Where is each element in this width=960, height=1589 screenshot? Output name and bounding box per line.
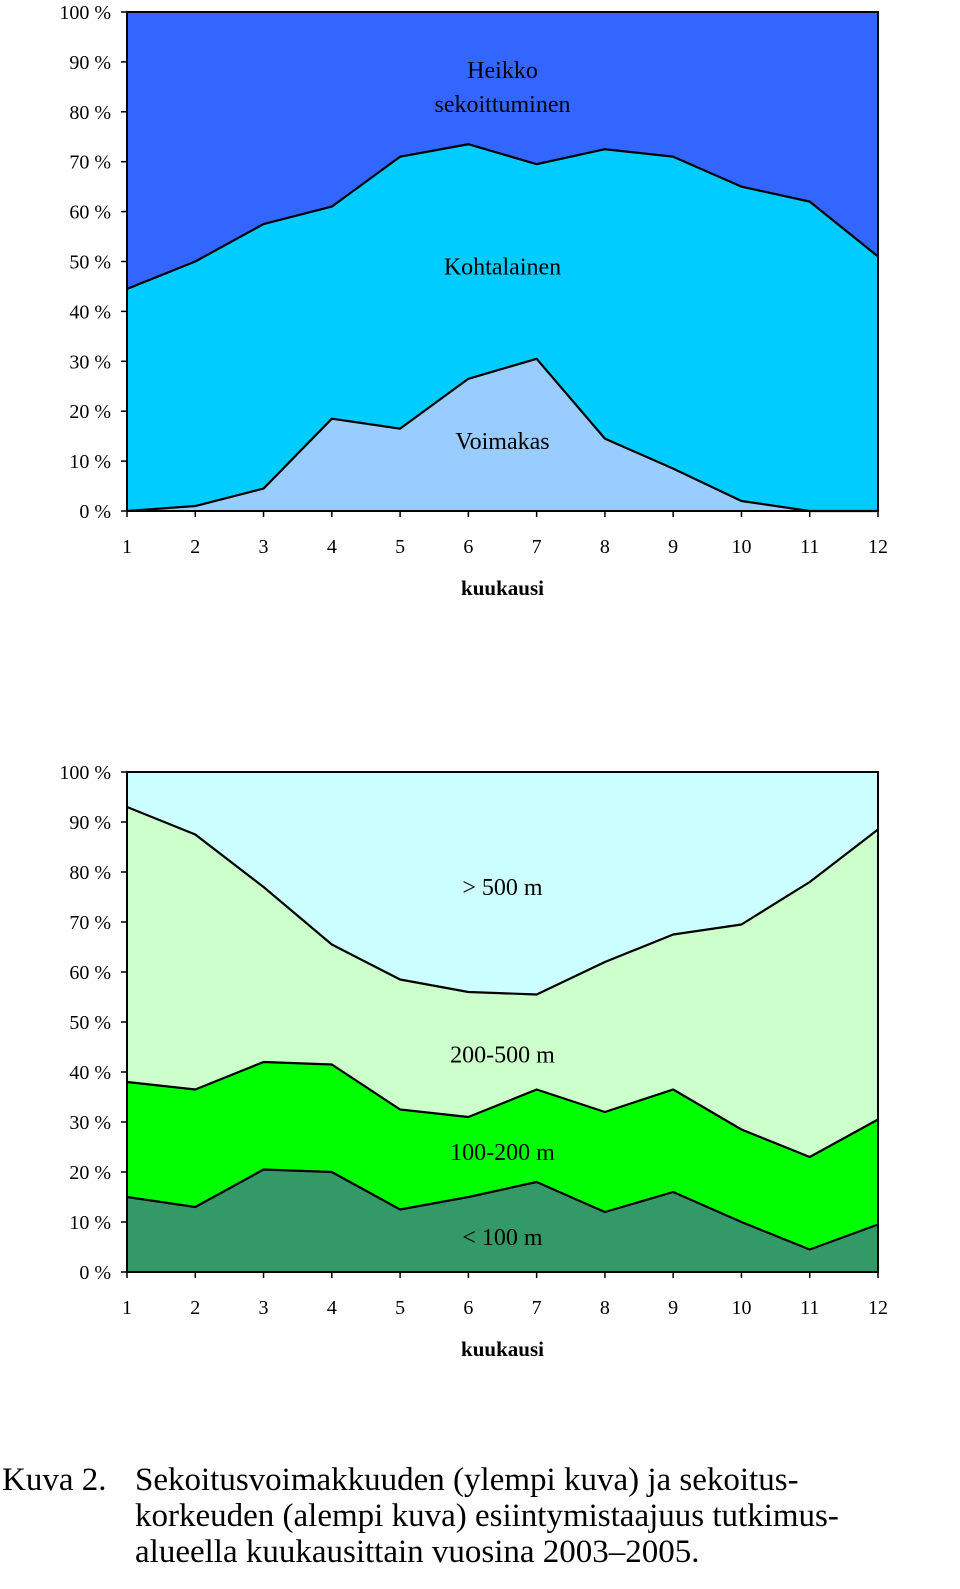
x-tick-label: 1: [122, 536, 132, 558]
y-tick-label: 30 %: [69, 351, 111, 373]
x-tick-label: 3: [259, 536, 269, 558]
x-tick-label: 12: [868, 1297, 888, 1319]
series-line-3: [126, 805, 879, 996]
area-series-3: [127, 12, 878, 289]
y-tick-label: 90 %: [69, 812, 111, 834]
x-tick-label: 12: [868, 536, 888, 558]
mixing-height-chart: 0 % 10 % 20 % 30 % 40 % 50 % 60 % 70 % 80 % 90 % 1…: [59, 762, 888, 1361]
y-tick-label: 0 %: [79, 1262, 111, 1284]
y-tick-label: 60 %: [69, 962, 111, 984]
y-tick-label: 10 %: [69, 1212, 111, 1234]
y-tick-label: 40 %: [69, 1062, 111, 1084]
caption-line-1: Sekoitusvoimakkuuden (ylempi kuva) ja se…: [135, 1462, 799, 1498]
area-series-3: [127, 807, 878, 1157]
x-tick-label: 9: [668, 536, 678, 558]
x-tick-label: 8: [600, 1297, 610, 1319]
series-line-1: [126, 357, 878, 513]
y-tick-label: 50 %: [69, 1012, 111, 1034]
x-tick-label: 9: [668, 1297, 678, 1319]
x-tick-label: 4: [327, 1297, 337, 1319]
x-tick-label: 1: [122, 1297, 132, 1319]
series-label: Kohtalainen: [444, 254, 561, 280]
caption-prefix: Kuva 2.: [2, 1462, 107, 1498]
x-tick-label: 8: [600, 536, 610, 558]
figure-caption: Kuva 2. Sekoitusvoimakkuuden (ylempi kuv…: [2, 1462, 952, 1570]
x-tick-label: 11: [800, 1297, 819, 1319]
series-label: > 500 m: [462, 875, 543, 901]
caption-line-2: korkeuden (alempi kuva) esiintymistaajuu…: [135, 1498, 839, 1534]
series-label: 200-500 m: [450, 1043, 555, 1069]
x-tick-label: 7: [532, 1297, 542, 1319]
series-line-2: [126, 143, 879, 290]
area-series-2: [127, 1062, 878, 1250]
x-tick-label: 7: [532, 536, 542, 558]
y-tick-label: 100 %: [59, 762, 111, 784]
y-tick-label: 70 %: [69, 152, 111, 174]
x-tick-label: 5: [395, 1297, 405, 1319]
series-label: Heikko: [467, 58, 538, 84]
y-tick-label: 50 %: [69, 252, 111, 274]
series-line-1: [126, 1168, 879, 1251]
y-tick-label: 90 %: [69, 52, 111, 74]
x-axis-label: kuukausi: [461, 1337, 544, 1361]
y-tick-label: 100 %: [59, 2, 111, 24]
x-tick-label: 10: [731, 536, 751, 558]
x-tick-label: 6: [463, 536, 473, 558]
series-label: < 100 m: [462, 1225, 543, 1251]
x-tick-label: 10: [731, 1297, 751, 1319]
x-axis-label: kuukausi: [461, 576, 544, 600]
area-series-2: [127, 144, 878, 512]
y-tick-label: 20 %: [69, 401, 111, 423]
series-label: 100-200 m: [450, 1140, 555, 1166]
y-tick-label: 30 %: [69, 1112, 111, 1134]
x-tick-label: 2: [190, 1297, 200, 1319]
area-series-4: [127, 772, 878, 995]
y-tick-label: 80 %: [69, 102, 111, 124]
y-tick-label: 10 %: [69, 451, 111, 473]
y-tick-label: 60 %: [69, 202, 111, 224]
x-tick-label: 6: [463, 1297, 473, 1319]
y-tick-label: 40 %: [69, 301, 111, 323]
y-tick-label: 70 %: [69, 912, 111, 934]
x-tick-label: 5: [395, 536, 405, 558]
x-tick-label: 4: [327, 536, 337, 558]
series-label: sekoittuminen: [435, 92, 571, 118]
y-tick-label: 0 %: [79, 501, 111, 523]
x-tick-label: 3: [259, 1297, 269, 1319]
caption-line-3: alueella kuukausittain vuosina 2003–2005…: [135, 1534, 700, 1570]
x-tick-label: 11: [800, 536, 819, 558]
y-tick-label: 20 %: [69, 1162, 111, 1184]
area-series-1: [127, 358, 878, 511]
mixing-strength-chart: 0 % 10 % 20 % 30 % 40 % 50 % 60 % 70 % 80 % 90 % 1…: [59, 2, 888, 600]
x-tick-label: 2: [190, 536, 200, 558]
series-label: Voimakas: [455, 429, 549, 455]
area-series-1: [127, 1169, 878, 1272]
y-tick-label: 80 %: [69, 862, 111, 884]
series-line-2: [126, 1060, 879, 1159]
